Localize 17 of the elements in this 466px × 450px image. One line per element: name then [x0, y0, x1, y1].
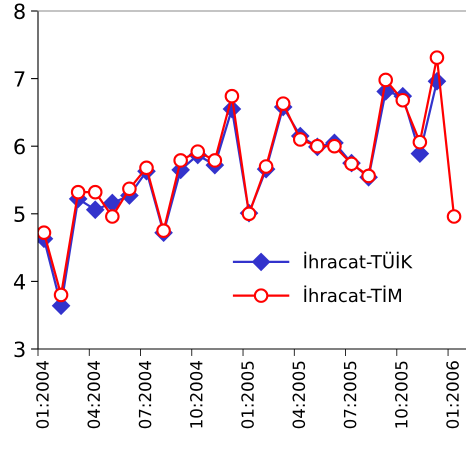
legend-label: İhracat-TİM	[304, 285, 401, 302]
x-tick-label: 04:2005	[292, 362, 306, 428]
x-tick-label: 10:2004	[190, 361, 203, 428]
x-tick-label: 01:2006	[446, 361, 459, 428]
x-tick-label: 07:2004	[138, 361, 152, 428]
y-tick-label: 5	[14, 206, 24, 222]
y-tick-label: 7	[14, 71, 24, 87]
x-tick-label: 04:2004	[87, 361, 100, 428]
y-tick-label: 6	[14, 138, 25, 154]
x-tick-label: 01:2005	[241, 362, 254, 428]
y-tick-label: 8	[14, 3, 25, 20]
y-tick-label: 4	[14, 274, 26, 290]
x-tick-label: 07:2005	[344, 362, 356, 428]
x-tick-label: 10:2005	[395, 362, 408, 428]
y-tick-label: 3	[14, 341, 25, 358]
x-tick-label: 01:2004	[36, 361, 49, 428]
legend-label: İhracat-TÜİK	[304, 252, 413, 268]
